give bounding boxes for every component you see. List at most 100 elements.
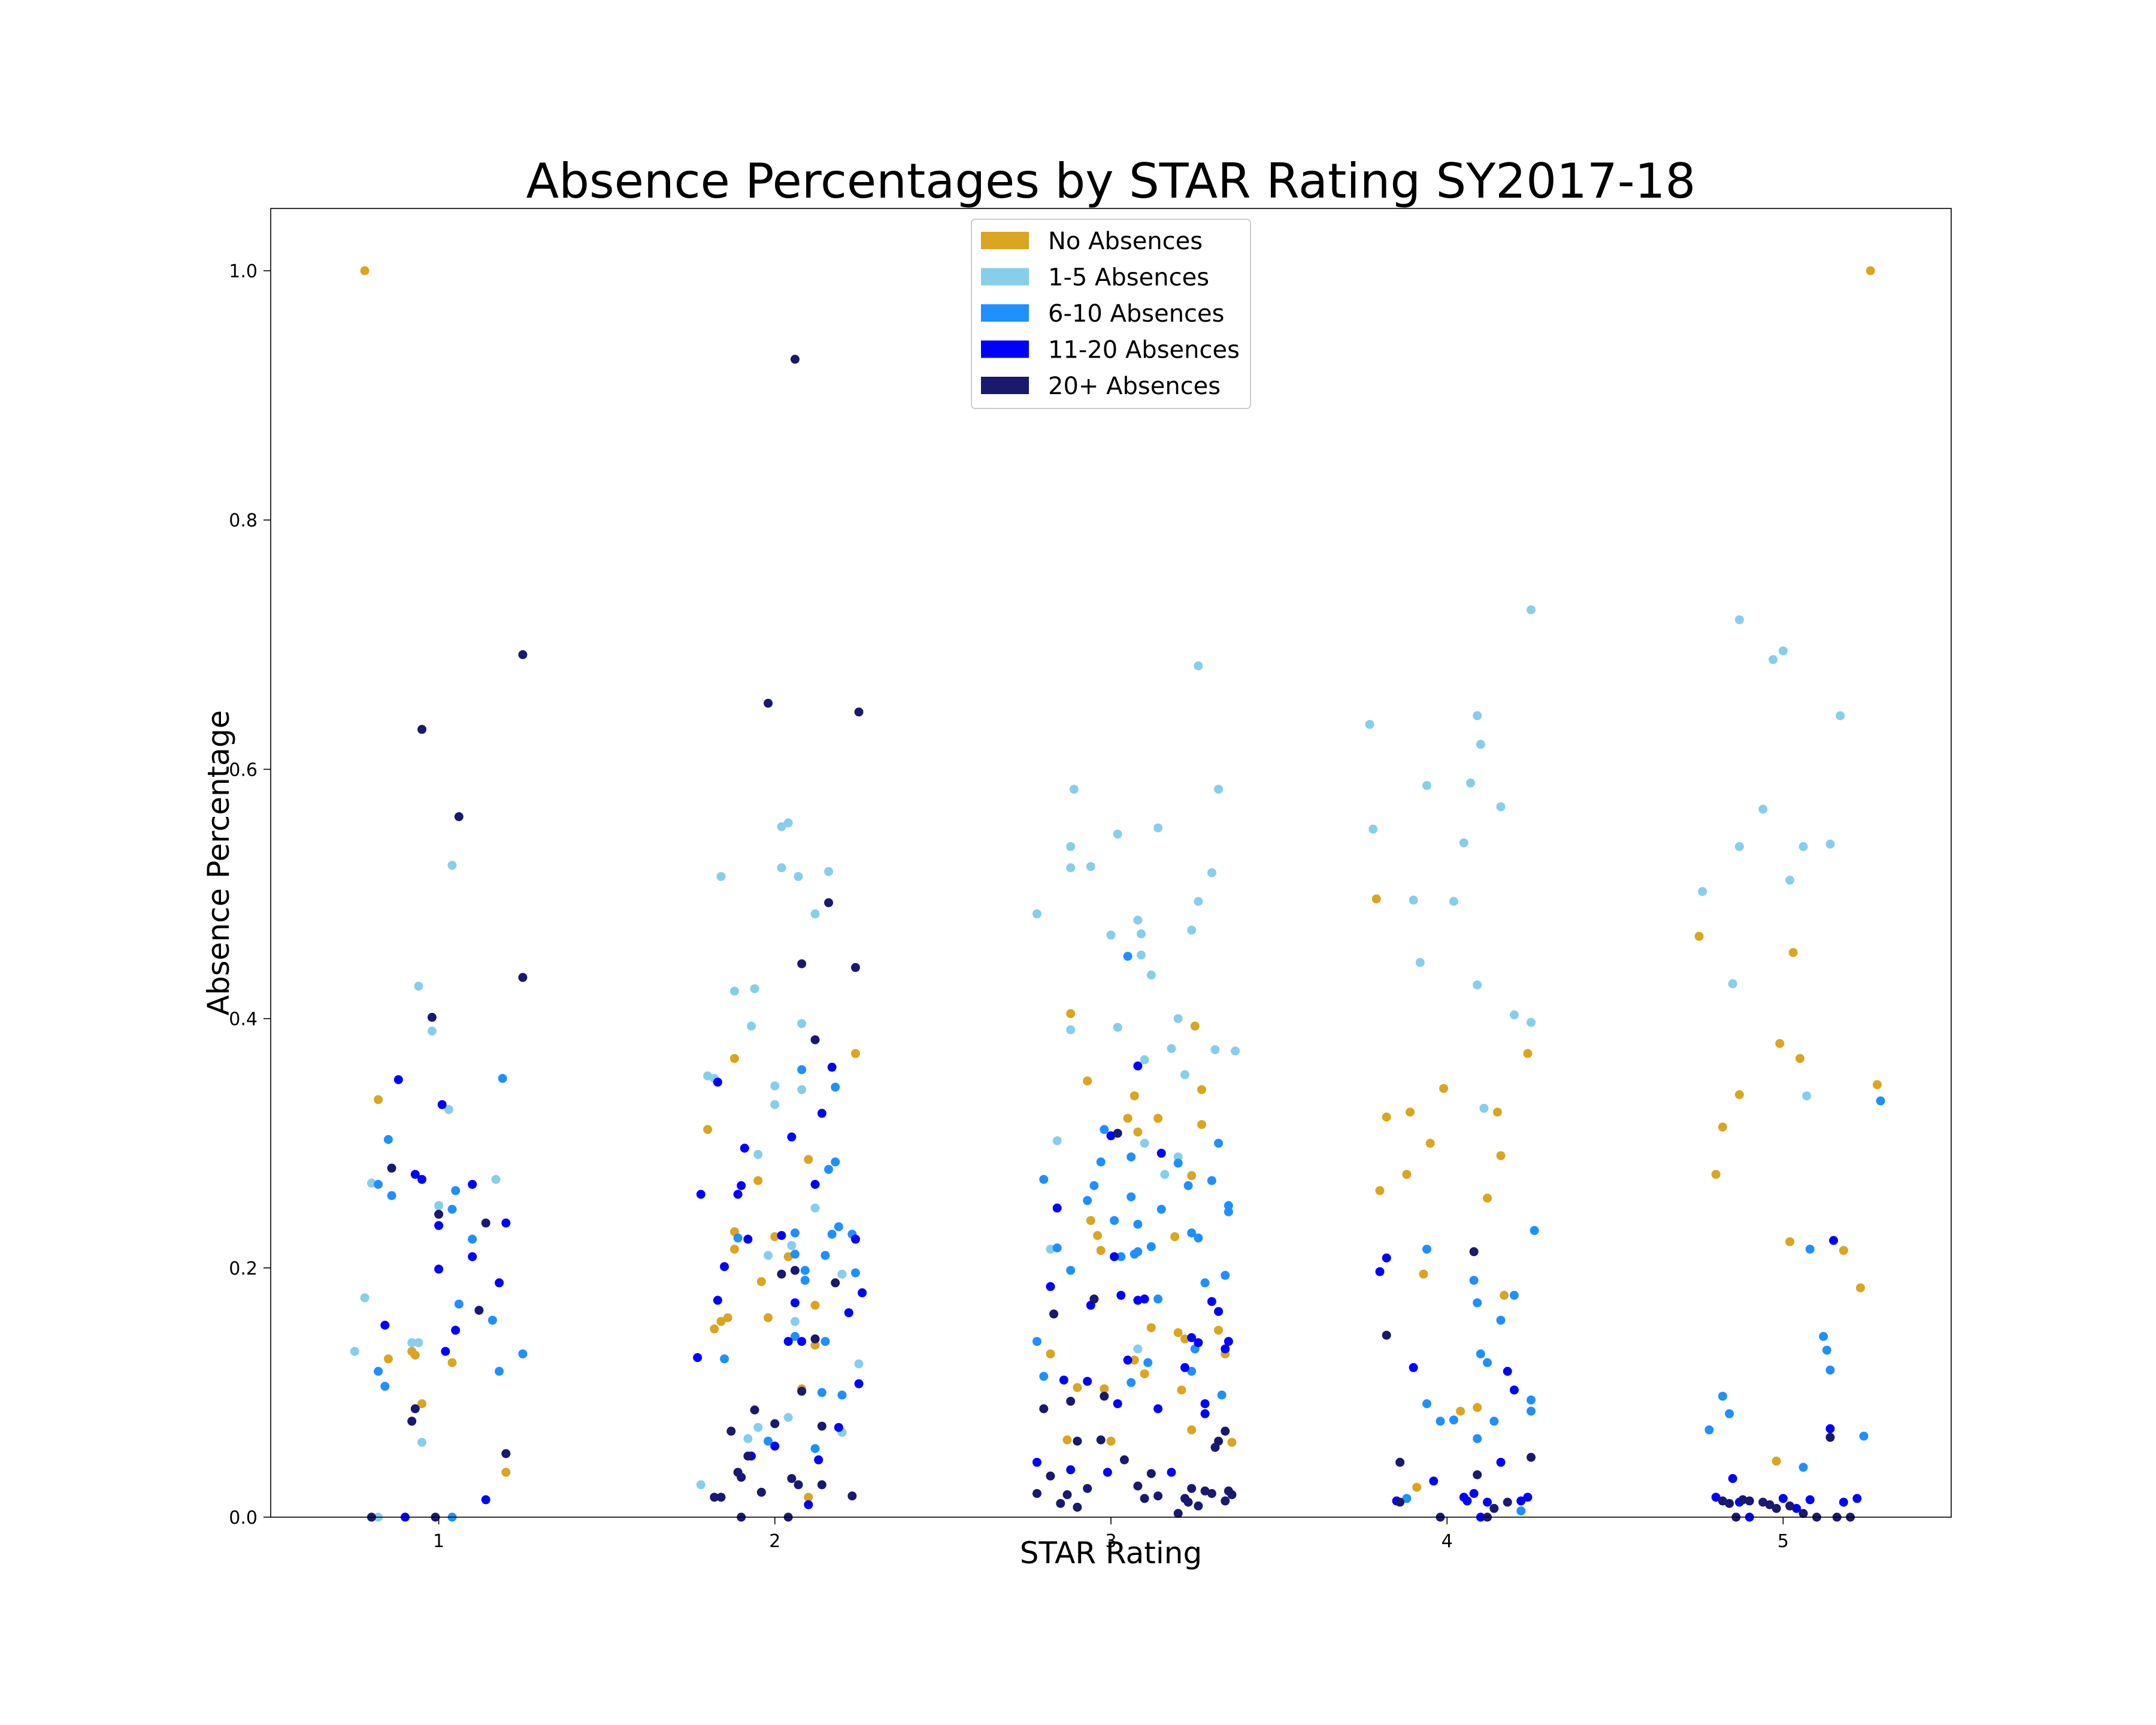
data-point-series-2 — [1231, 1046, 1240, 1056]
legend-label: 11-20 Absences — [1048, 337, 1240, 364]
data-point-series-2 — [434, 1201, 444, 1210]
data-point-series-4 — [1113, 1399, 1122, 1409]
data-point-series-2 — [837, 1269, 847, 1279]
data-point-series-4 — [740, 1143, 749, 1153]
data-point-series-4 — [1523, 1493, 1533, 1502]
data-point-series-3 — [1436, 1417, 1445, 1426]
data-point-series-5 — [1382, 1330, 1391, 1340]
data-point-series-2 — [1422, 781, 1431, 790]
data-point-series-1 — [1180, 1334, 1189, 1343]
data-point-series-2 — [791, 1317, 800, 1326]
data-point-series-5 — [791, 355, 800, 364]
data-point-series-4 — [1429, 1476, 1439, 1486]
data-point-series-4 — [1123, 1355, 1132, 1365]
data-point-series-2 — [1167, 1044, 1176, 1054]
data-point-series-4 — [1852, 1494, 1862, 1503]
data-point-series-3 — [1032, 1337, 1041, 1346]
data-point-series-5 — [756, 1487, 766, 1497]
data-point-series-3 — [380, 1382, 390, 1391]
data-point-series-3 — [1496, 1315, 1506, 1325]
data-point-series-1 — [1406, 1107, 1415, 1117]
data-point-series-5 — [1039, 1404, 1049, 1414]
data-point-series-1 — [1227, 1438, 1237, 1447]
data-point-series-4 — [1066, 1465, 1076, 1475]
data-point-series-5 — [817, 1421, 826, 1431]
data-point-series-2 — [730, 986, 739, 996]
data-point-series-3 — [1704, 1425, 1714, 1435]
data-point-series-1 — [1083, 1076, 1092, 1086]
data-point-series-4 — [1496, 1457, 1506, 1467]
data-point-series-1 — [1130, 1091, 1139, 1101]
data-point-series-2 — [696, 1480, 705, 1490]
data-point-series-4 — [1059, 1375, 1068, 1385]
data-point-series-3 — [834, 1222, 843, 1231]
data-point-series-3 — [1449, 1415, 1458, 1425]
data-point-series-2 — [810, 1203, 820, 1213]
data-point-series-4 — [1167, 1467, 1176, 1477]
data-point-series-3 — [387, 1191, 396, 1200]
data-point-series-1 — [804, 1155, 813, 1164]
data-point-series-2 — [414, 982, 423, 991]
data-point-series-4 — [1200, 1409, 1210, 1418]
data-point-series-4 — [1032, 1457, 1041, 1467]
data-point-series-5 — [1765, 1500, 1775, 1509]
data-point-series-4 — [1483, 1497, 1492, 1507]
data-point-series-5 — [750, 1405, 759, 1415]
data-point-series-1 — [1130, 1355, 1139, 1365]
data-point-series-3 — [800, 1276, 810, 1285]
data-point-series-4 — [814, 1455, 823, 1464]
data-point-series-2 — [1368, 824, 1378, 834]
data-point-series-3 — [1096, 1157, 1106, 1167]
data-point-series-4 — [1462, 1496, 1472, 1506]
data-point-series-3 — [1116, 1252, 1126, 1261]
data-point-series-5 — [794, 1480, 803, 1490]
data-point-series-5 — [1049, 1309, 1059, 1319]
data-point-series-3 — [1224, 1201, 1233, 1210]
y-axis-label: Absence Percentage — [201, 710, 236, 1016]
data-point-series-5 — [410, 1404, 420, 1414]
data-point-series-1 — [1173, 1328, 1183, 1337]
data-point-series-3 — [1153, 1294, 1163, 1304]
data-point-series-1 — [1214, 1325, 1224, 1335]
data-point-series-5 — [427, 1013, 437, 1022]
data-point-series-5 — [1200, 1486, 1210, 1496]
y-tick-label: 0.0 — [229, 1508, 258, 1529]
data-point-series-2 — [444, 1105, 453, 1114]
data-point-series-2 — [1778, 646, 1788, 656]
data-point-series-2 — [797, 1019, 807, 1028]
data-point-series-2 — [1133, 915, 1143, 925]
data-point-series-4 — [434, 1264, 444, 1274]
data-point-series-3 — [1083, 1196, 1092, 1205]
data-point-series-3 — [1127, 1192, 1136, 1202]
data-point-series-5 — [518, 973, 528, 982]
data-point-series-3 — [1725, 1409, 1734, 1418]
data-point-series-5 — [810, 1334, 820, 1343]
data-point-series-5 — [434, 1209, 444, 1219]
data-point-series-4 — [858, 1288, 867, 1297]
data-point-series-3 — [824, 1164, 834, 1174]
data-point-series-4 — [441, 1346, 450, 1356]
x-axis-ticks: 1 2 3 4 5 — [433, 1517, 1789, 1552]
data-point-series-3 — [733, 1233, 743, 1243]
data-point-series-5 — [474, 1306, 484, 1315]
data-point-series-2 — [716, 871, 726, 881]
data-point-series-5 — [737, 1472, 746, 1482]
data-point-series-3 — [791, 1249, 800, 1259]
data-point-series-4 — [817, 1109, 826, 1118]
data-point-series-4 — [770, 1441, 780, 1451]
data-point-series-3 — [1217, 1390, 1227, 1400]
y-axis-ticks: 0.0 0.2 0.4 0.6 0.8 1.0 — [229, 261, 271, 1529]
data-point-series-5 — [1227, 1490, 1237, 1499]
data-point-series-5 — [454, 812, 464, 821]
data-point-series-3 — [1146, 1242, 1156, 1251]
data-point-series-4 — [468, 1179, 477, 1189]
data-point-series-2 — [1466, 778, 1475, 788]
x-tick-label: 2 — [769, 1531, 780, 1552]
data-point-series-5 — [854, 707, 864, 717]
x-tick-label: 1 — [433, 1531, 444, 1552]
data-point-series-2 — [753, 1149, 763, 1159]
data-point-series-3 — [1187, 1367, 1197, 1376]
data-point-series-3 — [1143, 1358, 1153, 1367]
data-point-series-3 — [1194, 1233, 1203, 1243]
data-point-series-4 — [417, 1175, 426, 1184]
